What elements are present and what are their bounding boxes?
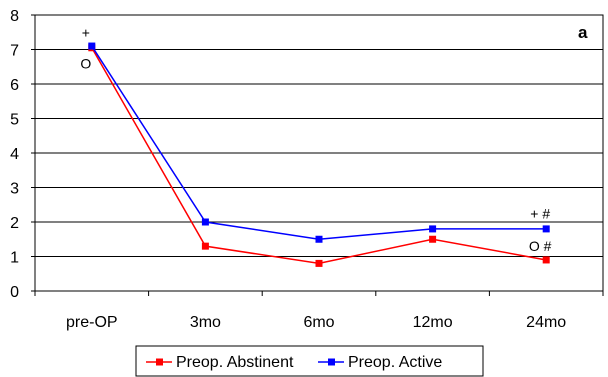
legend-label: Preop. Abstinent — [176, 354, 294, 371]
annotation: + # — [530, 205, 550, 221]
data-point — [542, 225, 550, 233]
legend-label: Preop. Active — [348, 354, 442, 371]
annotations: + O + # O # — [80, 24, 551, 254]
x-tick-label: 6mo — [303, 314, 334, 331]
y-tick-label: 8 — [10, 8, 19, 25]
gridlines — [35, 49, 603, 257]
legend-box — [135, 345, 484, 377]
series-layer — [88, 42, 550, 267]
x-tick-label: 12mo — [413, 314, 453, 331]
x-axis: pre-OP 3mo 6mo 12mo 24mo — [34, 291, 604, 331]
panel-label: a — [578, 23, 588, 42]
y-tick-label: 6 — [10, 77, 19, 94]
data-point — [201, 218, 209, 226]
legend-item: Preop. Active — [318, 354, 442, 371]
data-point — [315, 235, 323, 243]
y-tick-label: 0 — [10, 284, 19, 301]
data-point — [429, 225, 437, 233]
data-point — [88, 42, 96, 50]
x-tick-label: 3mo — [190, 314, 221, 331]
annotation: O # — [529, 238, 552, 254]
legend-marker — [328, 358, 335, 366]
y-tick-label: 3 — [10, 181, 19, 198]
legend-item: Preop. Abstinent — [146, 354, 294, 371]
y-tick-label: 7 — [10, 43, 19, 60]
legend: Preop. Abstinent Preop. Active — [135, 345, 484, 377]
legend-marker — [156, 358, 163, 366]
data-point — [201, 242, 209, 250]
y-tick-label: 1 — [10, 250, 19, 267]
y-axis: 0 1 2 3 4 5 6 7 8 — [10, 8, 35, 301]
y-tick-label: 2 — [10, 215, 19, 232]
y-tick-label: 5 — [10, 112, 19, 129]
data-point — [429, 235, 437, 243]
y-tick-label: 4 — [10, 146, 19, 163]
series — [88, 42, 550, 243]
annotation: O — [80, 55, 91, 71]
data-point — [542, 256, 550, 264]
x-tick-label: 24mo — [526, 314, 566, 331]
x-tick-label: pre-OP — [66, 314, 118, 331]
data-point — [315, 259, 323, 267]
annotation: + — [82, 24, 90, 40]
